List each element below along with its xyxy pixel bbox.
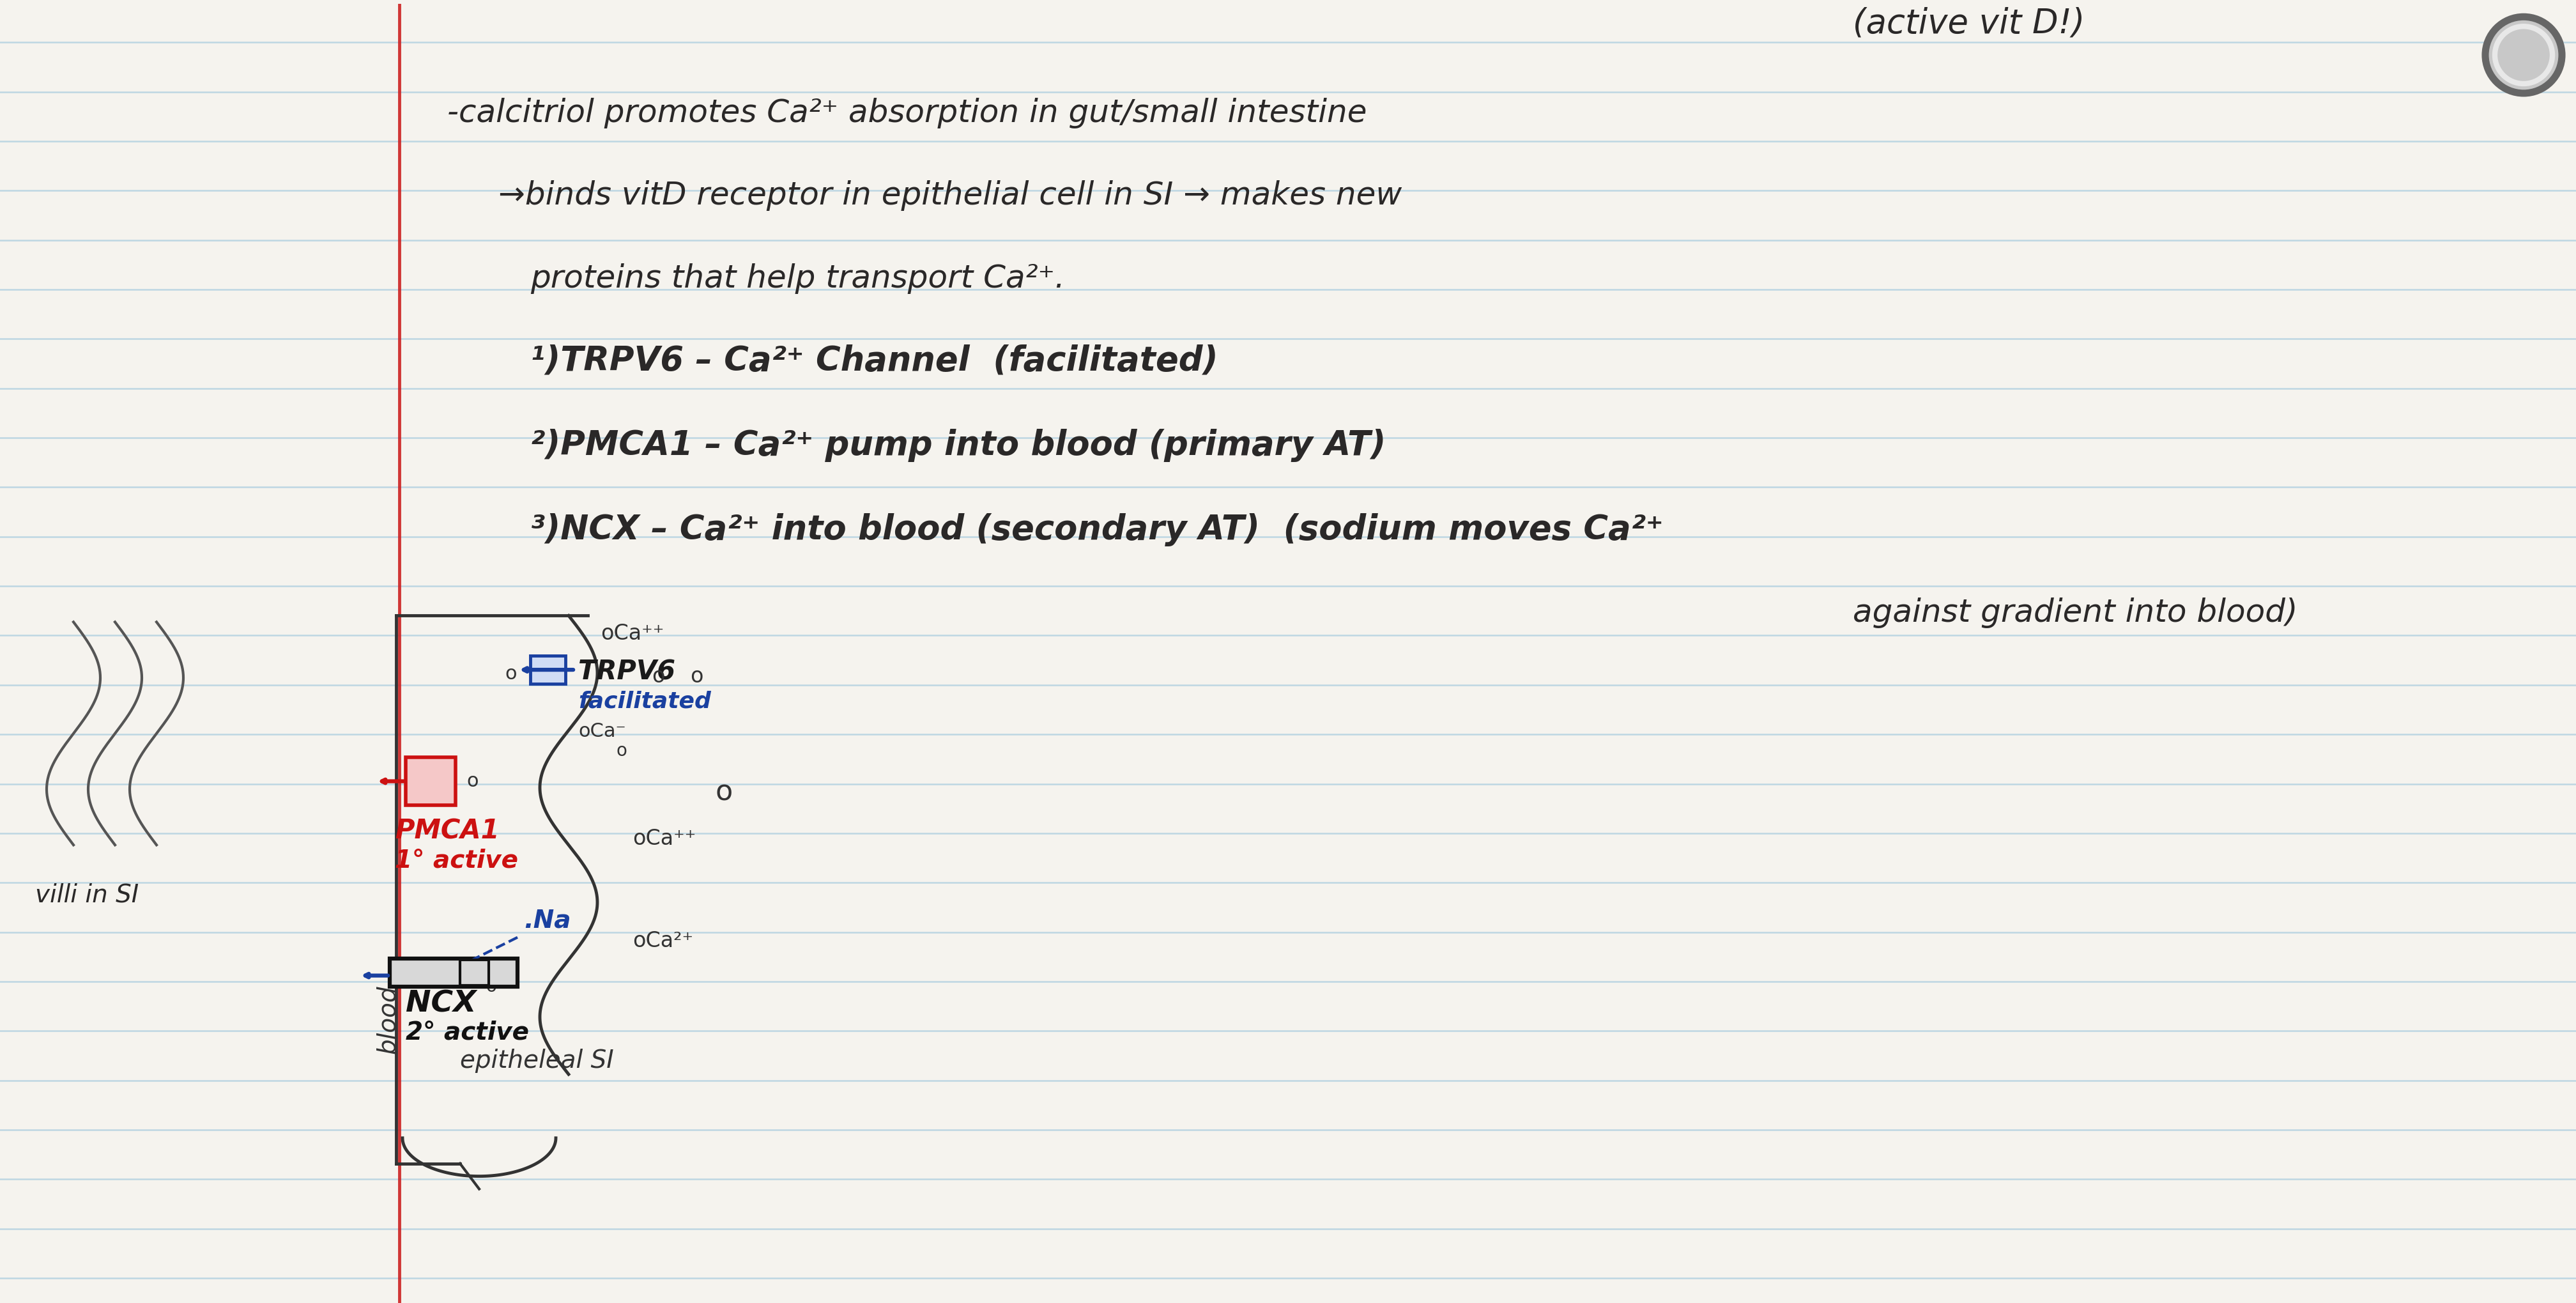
- Text: 1° active: 1° active: [394, 848, 518, 873]
- Bar: [461, 959, 489, 985]
- Text: epitheleal SI: epitheleal SI: [461, 1049, 613, 1074]
- Text: villi in SI: villi in SI: [36, 883, 139, 907]
- Text: blood: blood: [376, 985, 399, 1054]
- Text: oCa⁺⁺: oCa⁺⁺: [634, 829, 696, 850]
- Text: oCa²⁺: oCa²⁺: [634, 930, 693, 951]
- Text: o: o: [716, 779, 734, 807]
- Text: ²)PMCA1 – Ca²⁺ pump into blood (primary AT): ²)PMCA1 – Ca²⁺ pump into blood (primary …: [531, 429, 1386, 463]
- Text: NCX: NCX: [404, 989, 477, 1018]
- Text: o: o: [466, 771, 479, 790]
- Text: 2° active: 2° active: [404, 1020, 528, 1045]
- Text: o: o: [616, 741, 629, 760]
- Bar: [389, 959, 518, 986]
- Circle shape: [2486, 17, 2563, 94]
- Text: oCa⁻: oCa⁻: [577, 722, 626, 740]
- Text: facilitated: facilitated: [577, 691, 711, 713]
- Bar: [404, 757, 456, 805]
- Text: against gradient into blood): against gradient into blood): [1852, 598, 2298, 628]
- Text: (active vit D!): (active vit D!): [1852, 7, 2084, 40]
- Bar: [531, 655, 564, 684]
- Text: oCa⁺⁺: oCa⁺⁺: [600, 623, 665, 644]
- Text: o: o: [505, 665, 518, 683]
- Text: o: o: [484, 977, 497, 995]
- Text: ¹)TRPV6 – Ca²⁺ Channel  (facilitated): ¹)TRPV6 – Ca²⁺ Channel (facilitated): [531, 344, 1218, 378]
- Text: ³)NCX – Ca²⁺ into blood (secondary AT)  (sodium moves Ca²⁺: ³)NCX – Ca²⁺ into blood (secondary AT) (…: [531, 513, 1664, 546]
- Text: TRPV6: TRPV6: [577, 658, 675, 685]
- Text: PMCA1: PMCA1: [394, 817, 500, 844]
- Text: proteins that help transport Ca²⁺.: proteins that help transport Ca²⁺.: [531, 263, 1064, 294]
- Text: -calcitriol promotes Ca²⁺ absorption in gut/small intestine: -calcitriol promotes Ca²⁺ absorption in …: [448, 98, 1368, 128]
- Text: →binds vitD receptor in epithelial cell in SI → makes new: →binds vitD receptor in epithelial cell …: [497, 180, 1401, 211]
- Text: o: o: [652, 666, 665, 687]
- Text: .Na: .Na: [523, 908, 572, 933]
- Text: o: o: [690, 666, 703, 687]
